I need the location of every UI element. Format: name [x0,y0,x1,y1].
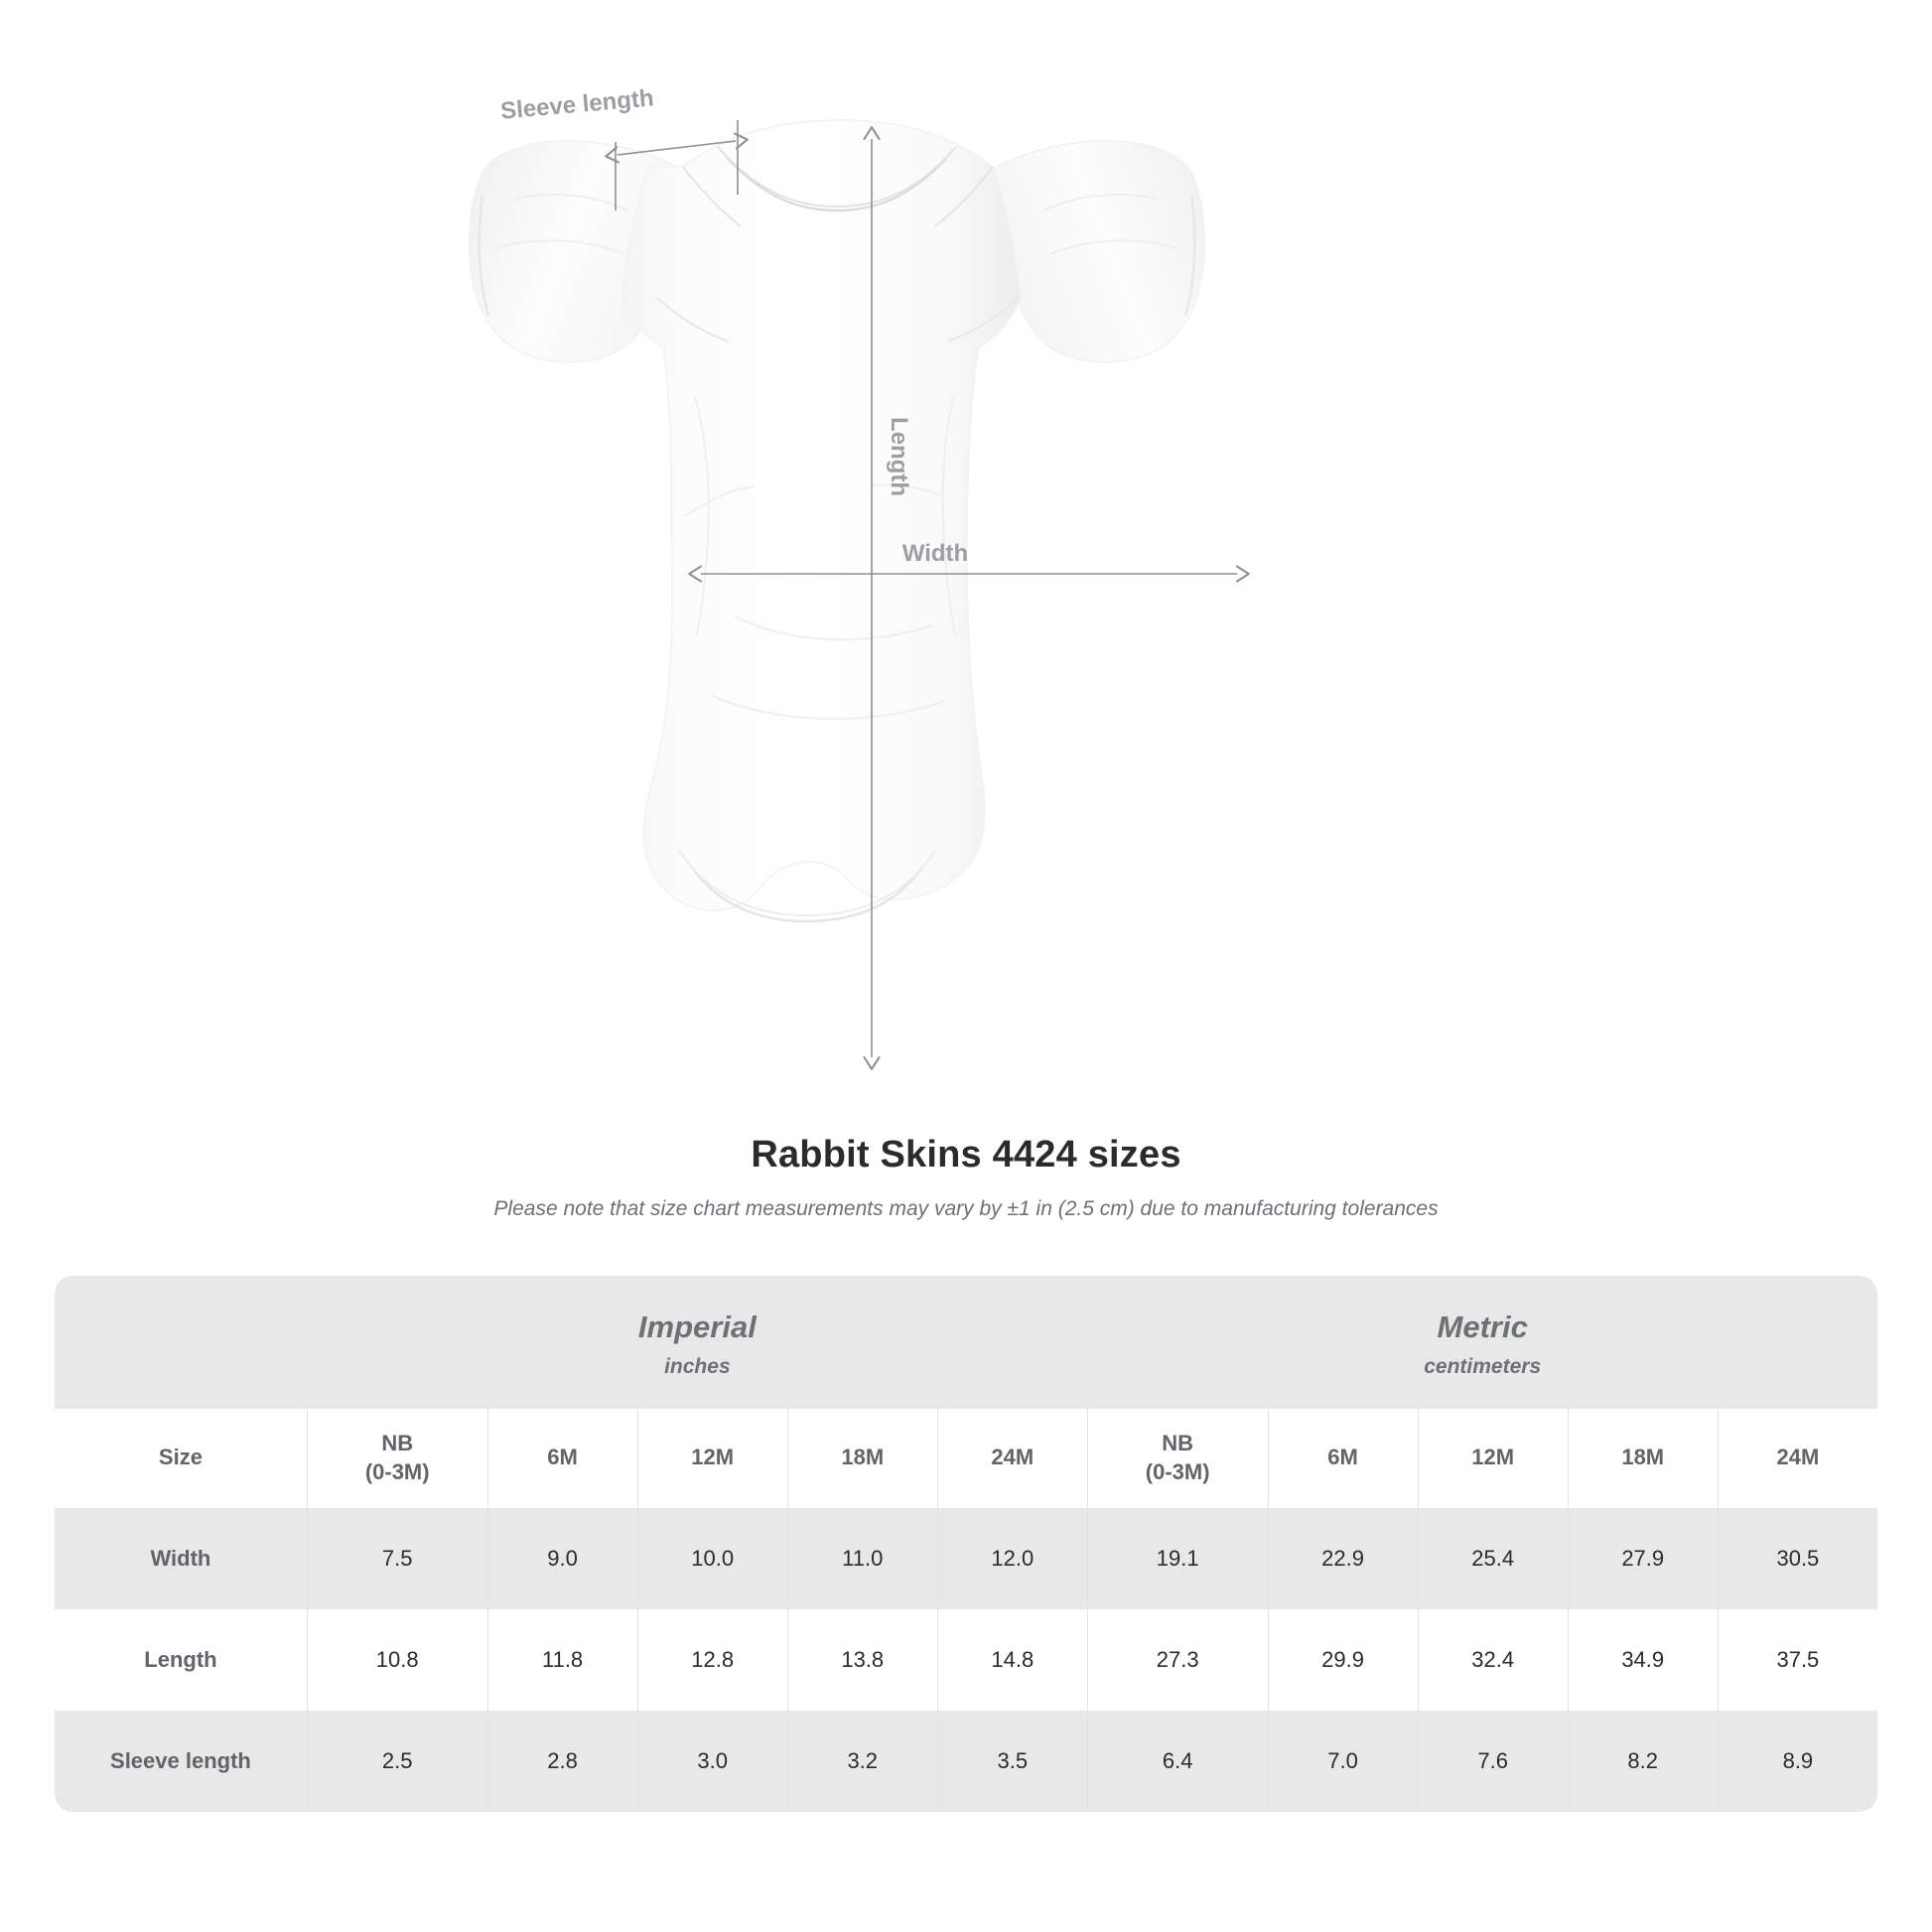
table-row: Length 10.8 11.8 12.8 13.8 14.8 27.3 29.… [55,1608,1877,1711]
cell-width-4: 12.0 [936,1507,1088,1609]
header-col-1: 6M [486,1408,638,1508]
header-col-3: 18M [786,1408,938,1508]
header-col-9-main: 24M [1776,1445,1820,1470]
header-col-2-main: 12M [691,1445,735,1470]
cell-sleeve-3: 3.2 [786,1710,938,1812]
cell-sleeve-4: 3.5 [936,1710,1088,1812]
header-col-2: 12M [636,1408,788,1508]
width-label: Width [902,540,968,567]
cell-width-9: 30.5 [1717,1507,1877,1609]
cell-width-7: 25.4 [1417,1507,1569,1609]
row-label-length: Length [55,1608,308,1711]
neck-binding [727,158,947,212]
right-sleeve [992,139,1206,363]
cell-length-5: 27.3 [1086,1608,1269,1711]
cell-width-6: 22.9 [1267,1507,1419,1609]
length-label: Length [886,417,912,496]
title-block: Rabbit Skins 4424 sizes Please note that… [0,1132,1932,1222]
cell-length-6: 29.9 [1267,1608,1419,1711]
snap-gusset [690,865,924,923]
unit-group-imperial-name: Imperial [637,1310,757,1344]
cell-sleeve-2: 3.0 [636,1710,788,1812]
row-label-sleeve-length: Sleeve length [55,1710,308,1812]
unit-group-metric-sub: centimeters [1424,1354,1542,1378]
measurement-guides [605,120,1250,1070]
garment-illustration: Sleeve length Length Width [468,84,1250,1070]
header-col-7-main: 12M [1471,1445,1515,1470]
cell-length-9: 37.5 [1717,1608,1877,1711]
cell-width-1: 9.0 [486,1507,638,1609]
header-col-7: 12M [1417,1408,1569,1508]
header-col-6: 6M [1267,1408,1419,1508]
row-label-width: Width [55,1507,308,1609]
header-col-8: 18M [1567,1408,1719,1508]
unit-group-metric-name: Metric [1437,1310,1528,1344]
header-col-5: NB (0-3M) [1086,1408,1269,1508]
cell-sleeve-0: 2.5 [306,1710,488,1812]
header-col-4: 24M [936,1408,1088,1508]
size-chart-table-wrapper: Imperial inches Metric centimeters Size … [55,1276,1877,1812]
unit-group-row: Imperial inches Metric centimeters [55,1276,1877,1409]
size-chart-table: Imperial inches Metric centimeters Size … [55,1276,1877,1812]
sleeve-length-arrow [605,132,749,164]
cell-width-3: 11.0 [786,1507,938,1609]
cell-length-2: 12.8 [636,1608,788,1711]
header-col-6-main: 6M [1327,1445,1358,1470]
bodysuit-shape [468,119,1206,923]
header-col-8-main: 18M [1621,1445,1665,1470]
page-title: Rabbit Skins 4424 sizes [751,1134,1181,1175]
unit-group-imperial-sub: inches [664,1354,731,1378]
cell-length-4: 14.8 [936,1608,1088,1711]
cell-length-7: 32.4 [1417,1608,1569,1711]
cell-sleeve-8: 8.2 [1567,1710,1719,1812]
cell-width-0: 7.5 [306,1507,488,1609]
cell-sleeve-5: 6.4 [1086,1710,1269,1812]
cell-length-8: 34.9 [1567,1608,1719,1711]
header-col-1-main: 6M [547,1445,578,1470]
header-size: Size [55,1408,308,1508]
cell-length-1: 11.8 [486,1608,638,1711]
cell-sleeve-6: 7.0 [1267,1710,1419,1812]
cell-width-2: 10.0 [636,1507,788,1609]
unit-group-metric: Metric centimeters [1087,1276,1877,1409]
unit-spacer-cell [55,1276,308,1409]
header-col-5-sub: (0-3M) [1145,1458,1210,1484]
sleeve-length-label: Sleeve length [499,84,654,124]
unit-group-imperial: Imperial inches [307,1276,1088,1409]
table-row: Sleeve length 2.5 2.8 3.0 3.2 3.5 6.4 7.… [55,1710,1877,1812]
cell-sleeve-7: 7.6 [1417,1710,1569,1812]
page-subtitle: Please note that size chart measurements… [493,1196,1439,1220]
header-col-0: NB (0-3M) [306,1408,488,1508]
header-col-9: 24M [1717,1408,1877,1508]
header-col-4-main: 24M [991,1445,1035,1470]
table-row: Width 7.5 9.0 10.0 11.0 12.0 19.1 22.9 2… [55,1507,1877,1609]
cell-sleeve-1: 2.8 [486,1710,638,1812]
header-col-5-main: NB [1162,1431,1194,1456]
cell-length-0: 10.8 [306,1608,488,1711]
header-col-0-main: NB [381,1431,414,1456]
column-header-row: Size NB (0-3M) 6M 12M 18M 24M N [55,1408,1877,1508]
header-col-0-sub: (0-3M) [364,1458,430,1484]
cell-width-8: 27.9 [1567,1507,1719,1609]
cell-sleeve-9: 8.9 [1717,1710,1877,1812]
cell-width-5: 19.1 [1086,1507,1269,1609]
torso [621,119,1022,911]
header-col-3-main: 18M [841,1445,885,1470]
cell-length-3: 13.8 [786,1608,938,1711]
